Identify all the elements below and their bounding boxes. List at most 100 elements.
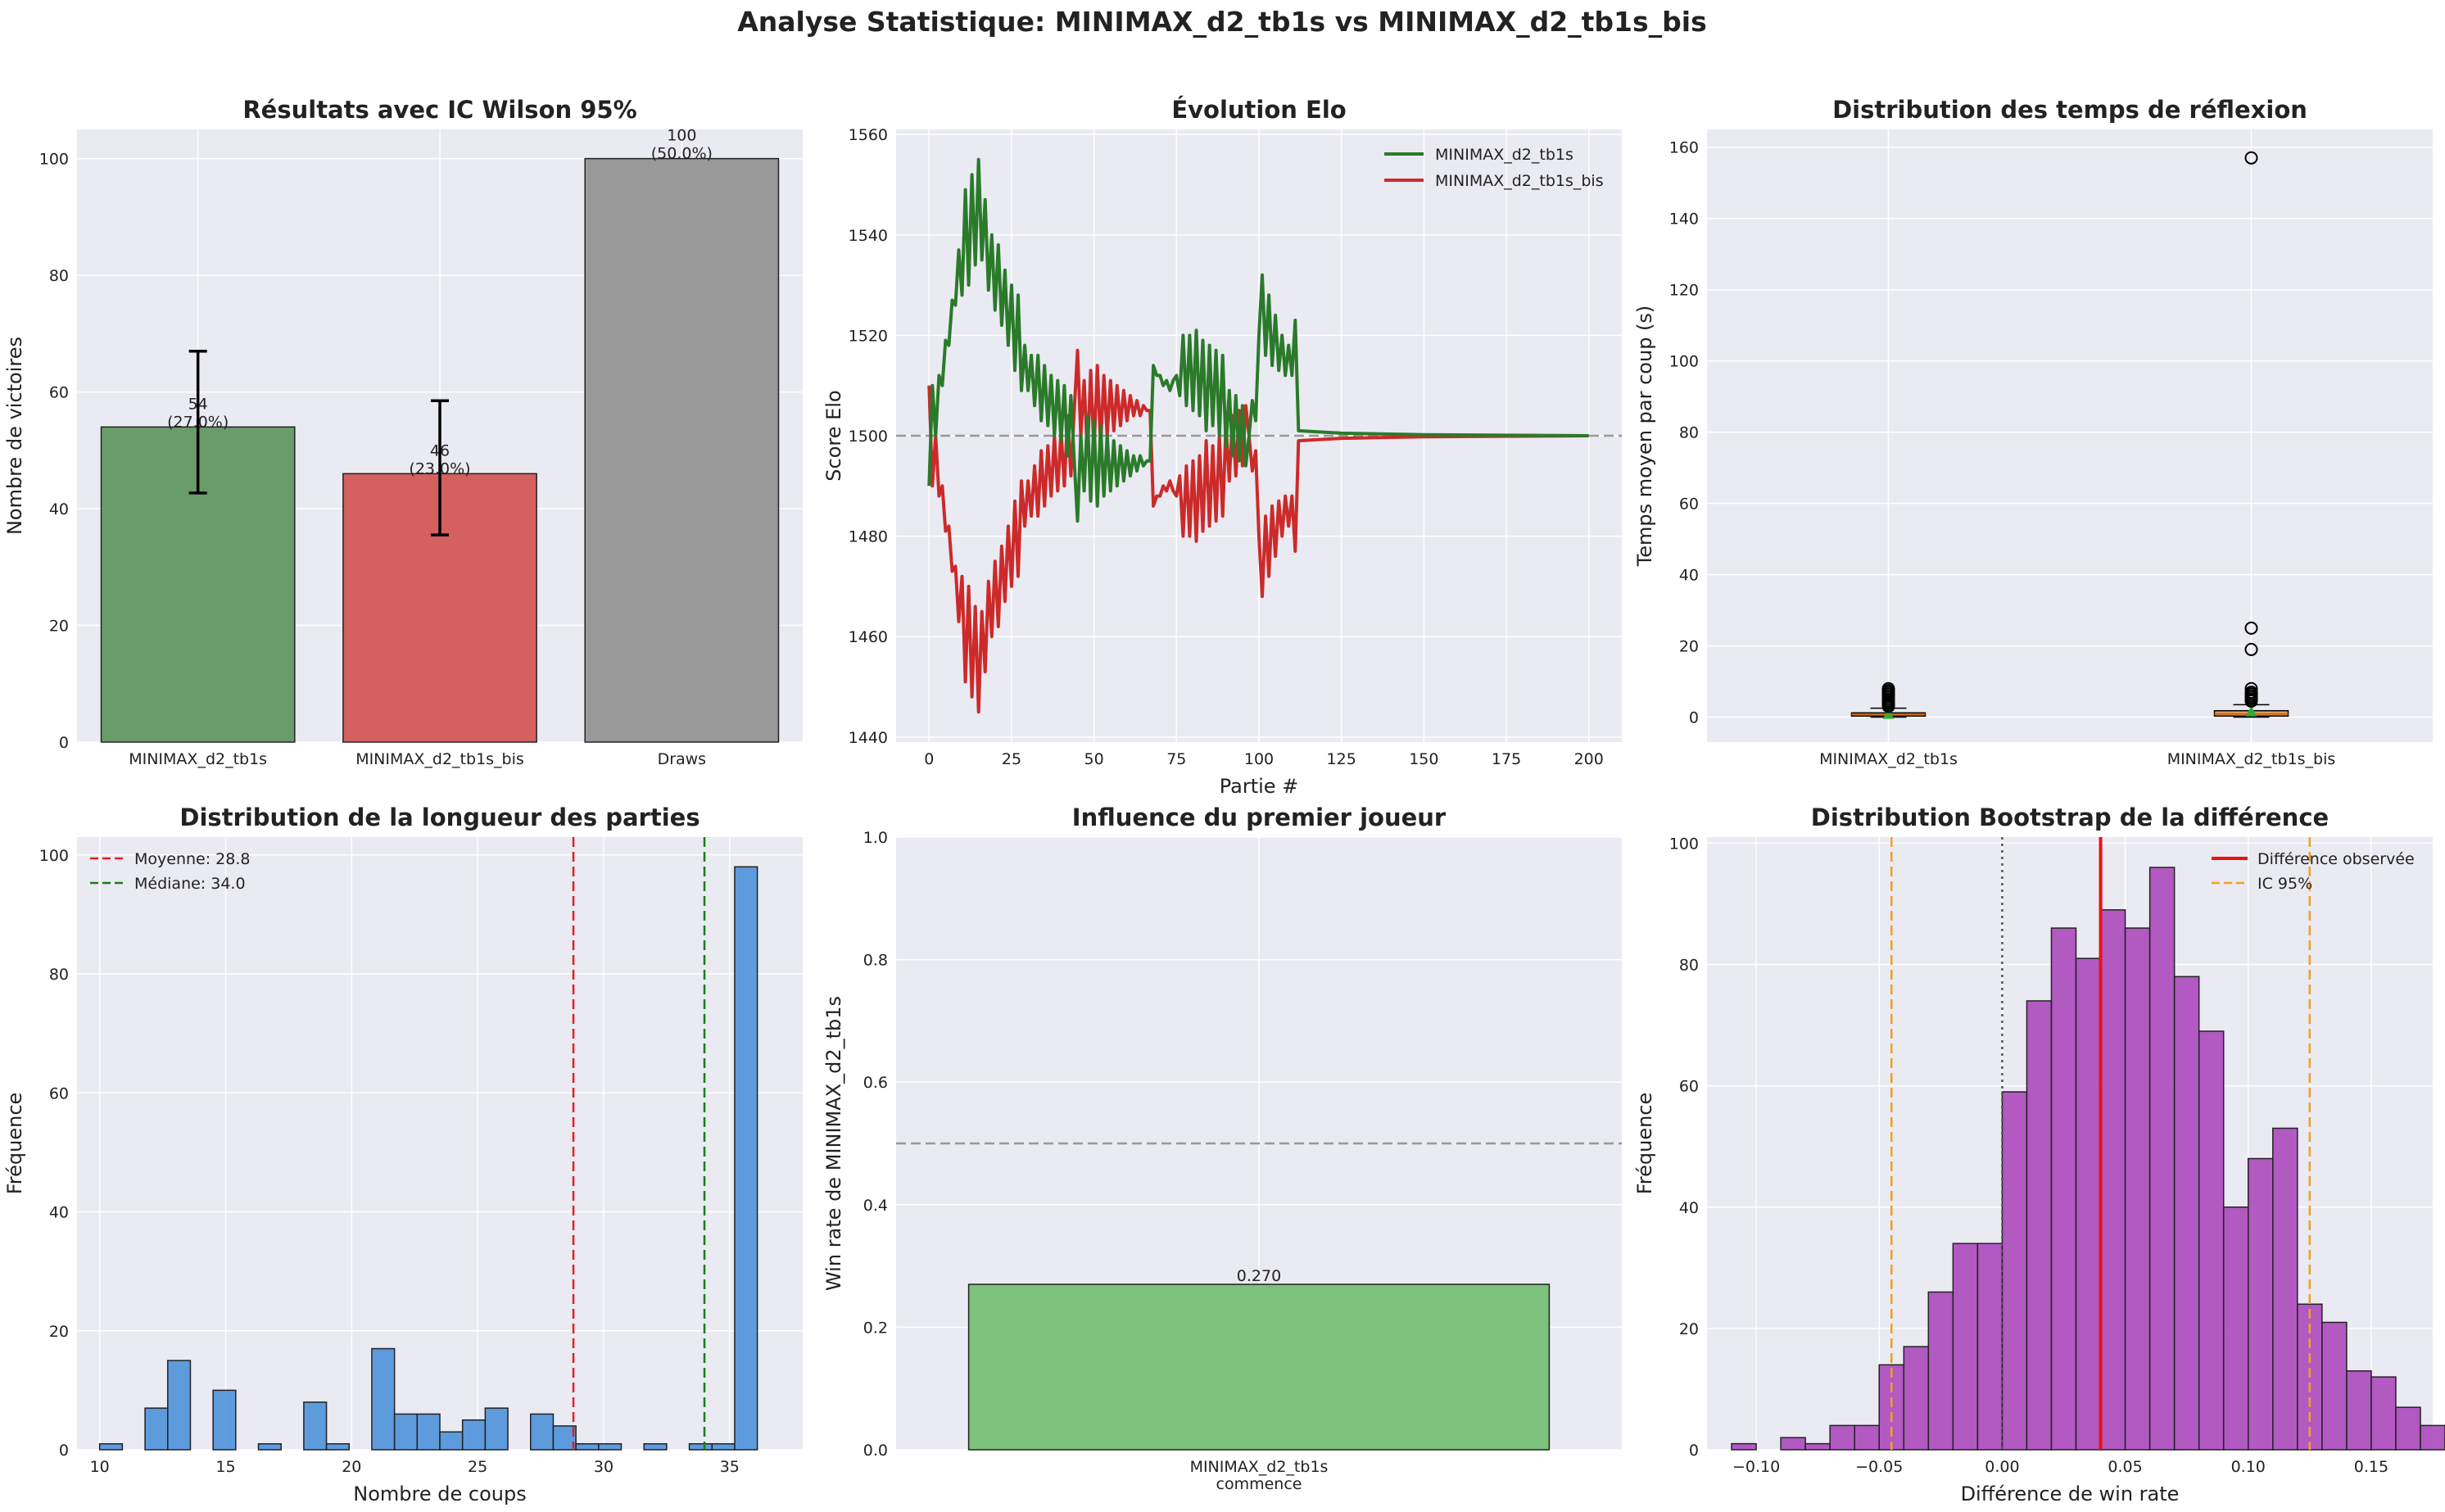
y-tick-label: 80 (1679, 957, 1699, 975)
x-tick-label: −0.10 (1732, 1458, 1780, 1476)
x-tick-label: MINIMAX_d2_tb1s (1819, 750, 1958, 768)
x-tick-label: MINIMAX_d2_tb1s_bis (355, 750, 524, 768)
subplot-2: Évolution Elo Score Elo Partie # 1440 1460 14… (822, 96, 1622, 798)
mean-marker (1882, 708, 1895, 719)
y-tick-label: 0.4 (863, 1197, 888, 1215)
histogram-bar (212, 1389, 237, 1451)
histogram-bar (1804, 1442, 1831, 1451)
y-tick-label: 160 (1669, 139, 1699, 157)
y-tick-label: 100 (1669, 835, 1699, 853)
histogram-bar (2346, 1369, 2372, 1451)
subplot-title: Évolution Elo (1171, 96, 1346, 124)
legend-label: IC 95% (2257, 875, 2312, 893)
subplot-title: Résultats avec IC Wilson 95% (242, 96, 636, 124)
x-tick-label: 0.05 (2108, 1458, 2142, 1476)
histogram-bar (1731, 1442, 1757, 1451)
histogram-bar (461, 1419, 487, 1451)
histogram-bar (303, 1401, 328, 1451)
histogram-bar (1903, 1346, 1930, 1451)
legend-label: MINIMAX_d2_tb1s_bis (1435, 172, 1604, 190)
histogram-bar (2050, 927, 2077, 1451)
y-tick-label: 20 (49, 618, 69, 636)
x-tick-label: 100 (1244, 750, 1274, 768)
subplot-title: Influence du premier joueur (1072, 804, 1447, 831)
outlier-point (2244, 621, 2258, 635)
x-tick-label: 25 (468, 1458, 487, 1476)
y-tick-label: 20 (49, 1323, 69, 1341)
legend-label: Moyenne: 28.8 (134, 850, 250, 868)
histogram-bar (598, 1442, 623, 1451)
data-label: 54 (27.0%) (167, 395, 229, 431)
subplot-title: Distribution de la longueur des parties (179, 804, 700, 831)
subplot-4: Distribution de la longueur des parties F… (3, 804, 803, 1505)
subplot-3: Distribution des temps de réflexion Temps… (1633, 96, 2433, 768)
histogram-bar (688, 1442, 713, 1451)
bar (584, 157, 780, 743)
x-axis-label: Nombre de coups (353, 1483, 526, 1505)
y-tick-label: 1.0 (863, 829, 888, 847)
histogram-bar (734, 866, 758, 1451)
data-label: 0.270 (1237, 1267, 1281, 1285)
histogram-bar (2099, 909, 2126, 1451)
y-tick-label: 0 (1689, 709, 1699, 727)
x-tick-label: 150 (1409, 750, 1438, 768)
y-axis-label: Fréquence (3, 1093, 26, 1195)
histogram-bar (393, 1413, 419, 1451)
series-line (927, 157, 1589, 523)
y-tick-label: 20 (1679, 1320, 1699, 1338)
histogram-bar (484, 1407, 509, 1451)
histogram-bar (2321, 1321, 2348, 1451)
histogram-bar (552, 1425, 577, 1451)
legend-label: Médiane: 34.0 (134, 875, 246, 893)
histogram-bar (530, 1413, 555, 1451)
x-tick-label: 175 (1492, 750, 1521, 768)
x-tick-label: 10 (90, 1458, 110, 1476)
x-tick-label: 125 (1327, 750, 1356, 768)
x-tick-label: 200 (1574, 750, 1604, 768)
x-axis-label: Différence de win rate (1961, 1483, 2180, 1505)
histogram-bar (1780, 1437, 1806, 1451)
subplot-title: Distribution des temps de réflexion (1832, 96, 2307, 124)
histogram-bar (2420, 1424, 2445, 1451)
y-axis-label: Fréquence (1633, 1093, 1656, 1195)
y-tick-label: 40 (49, 1204, 69, 1222)
data-label: 46 (23.0%) (409, 441, 470, 478)
legend-label: Différence observée (2257, 850, 2415, 868)
histogram-bar (2198, 1030, 2225, 1451)
subplot-5: Influence du premier joueur Win rate de M… (822, 804, 1622, 1493)
plot-area (77, 837, 803, 1450)
y-tick-label: 1540 (849, 227, 888, 245)
y-tick-label: 40 (1679, 567, 1699, 585)
x-tick-label: 25 (1002, 750, 1021, 768)
y-tick-label: 0.6 (863, 1074, 888, 1092)
series-line (927, 348, 1589, 714)
y-axis-label: Score Elo (822, 390, 845, 481)
subplot-1: Résultats avec IC Wilson 95% Nombre de vi… (3, 96, 803, 768)
histogram-bar (1829, 1424, 1855, 1451)
histogram-bar (2272, 1127, 2298, 1451)
y-tick-label: 80 (49, 966, 69, 984)
histogram-bar (371, 1347, 396, 1451)
y-tick-label: 1460 (849, 628, 888, 646)
histogram-bar (325, 1442, 350, 1451)
histogram-bar (2148, 867, 2176, 1451)
histogram-bar (2370, 1376, 2397, 1451)
y-tick-label: 100 (1669, 353, 1699, 371)
histogram-bar (144, 1407, 169, 1451)
histogram-bar (1927, 1291, 1954, 1451)
outlier-point (2244, 686, 2258, 699)
histogram-bar (1952, 1243, 1979, 1451)
y-tick-label: 80 (49, 267, 69, 285)
histogram-bar (98, 1442, 124, 1451)
mean-marker (2245, 705, 2257, 717)
histogram-bar (2026, 1000, 2053, 1451)
histogram-bar (167, 1360, 192, 1451)
y-axis-label: Temps moyen par coup (s) (1633, 306, 1656, 568)
x-tick-label: Draws (658, 750, 707, 768)
y-tick-label: 40 (1679, 1199, 1699, 1217)
y-tick-label: 60 (1679, 496, 1699, 514)
x-tick-label: 75 (1166, 750, 1186, 768)
legend-label: MINIMAX_d2_tb1s (1435, 146, 1573, 164)
y-tick-label: 20 (1679, 638, 1699, 656)
